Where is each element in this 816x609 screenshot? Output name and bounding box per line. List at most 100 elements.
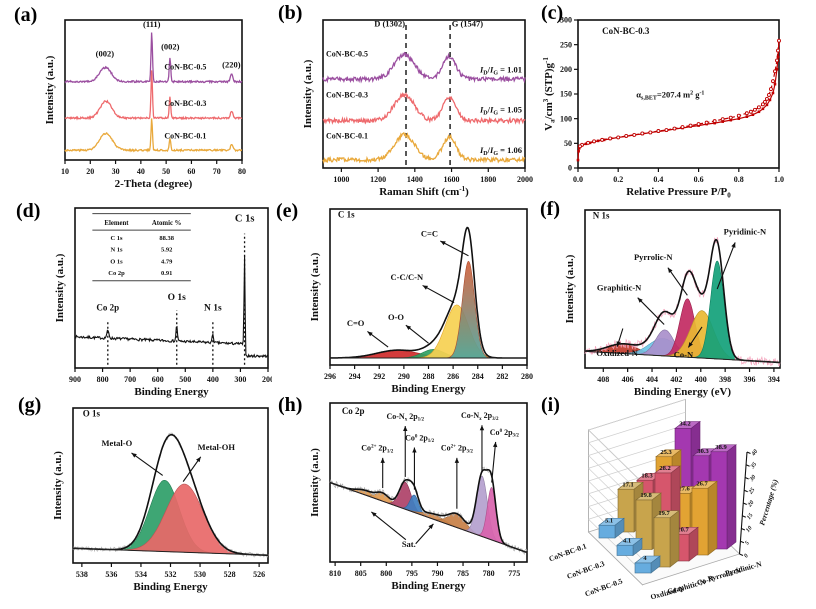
svg-text:60: 60 — [187, 167, 195, 176]
svg-text:300: 300 — [234, 375, 246, 384]
svg-text:CoN-BC-0.1: CoN-BC-0.1 — [326, 131, 368, 140]
svg-text:CoN-BC-0.1: CoN-BC-0.1 — [164, 131, 206, 140]
svg-text:795: 795 — [406, 569, 418, 578]
svg-text:ID/IG = 1.06: ID/IG = 1.06 — [479, 145, 522, 157]
svg-text:Co0 2p3/2: Co0 2p3/2 — [490, 428, 520, 439]
svg-text:50: 50 — [162, 167, 170, 176]
svg-text:284: 284 — [472, 372, 484, 381]
svg-text:28.2: 28.2 — [659, 465, 670, 472]
bet-isotherm-chart: 0.0 0.2 0.4 0.6 0.8 1.0 0 50 100 150 200 250 300 Rela… — [542, 16, 784, 198]
svg-text:4.79: 4.79 — [161, 258, 173, 265]
svg-text:C 1s: C 1s — [338, 210, 355, 220]
svg-text:Co-N: Co-N — [696, 574, 715, 587]
panel-label-d: (d) — [16, 200, 41, 222]
svg-text:Intensity (a.u.): Intensity (a.u.) — [302, 59, 314, 128]
svg-text:398: 398 — [719, 375, 731, 384]
svg-text:CoN-BC-0.3: CoN-BC-0.3 — [164, 99, 206, 108]
svg-text:Va/cm3 (STP)g-1: Va/cm3 (STP)g-1 — [542, 57, 557, 131]
svg-text:Relative Pressure P/P0: Relative Pressure P/P0 — [626, 186, 731, 198]
svg-text:10.7: 10.7 — [677, 526, 689, 533]
panel-i: 34.2 30.3 38.9 25.3 17.6 26.7 18.3 28.2 10.7 17.1… — [540, 398, 816, 609]
svg-text:17.6: 17.6 — [678, 486, 690, 493]
svg-text:1800: 1800 — [480, 175, 496, 184]
svg-text:1000: 1000 — [333, 175, 349, 184]
svg-text:Intensity (a.u.): Intensity (a.u.) — [54, 253, 66, 322]
svg-text:1600: 1600 — [444, 175, 460, 184]
svg-text:Raman Shift (cm-1): Raman Shift (cm-1) — [379, 185, 469, 198]
svg-text:Atomic %: Atomic % — [152, 220, 182, 227]
svg-text:0: 0 — [743, 553, 750, 559]
svg-text:26.7: 26.7 — [696, 480, 708, 487]
svg-text:800: 800 — [380, 569, 392, 578]
svg-text:10: 10 — [61, 167, 69, 176]
svg-text:286: 286 — [447, 372, 459, 381]
svg-text:10: 10 — [745, 525, 753, 533]
panel-b: 1000 1200 1400 1600 1800 2000 Raman Shift (cm-… — [272, 0, 540, 198]
svg-text:50: 50 — [564, 139, 572, 148]
svg-text:Oxidized-N: Oxidized-N — [596, 348, 638, 358]
svg-text:Co-Nx 2p1/2: Co-Nx 2p1/2 — [386, 412, 424, 423]
svg-text:20: 20 — [746, 500, 755, 509]
svg-text:Element: Element — [104, 220, 129, 227]
svg-text:785: 785 — [457, 569, 469, 578]
panel-c: 0.0 0.2 0.4 0.6 0.8 1.0 0 50 100 150 200 250 300 Rela… — [540, 0, 816, 198]
svg-text:538: 538 — [76, 570, 88, 579]
svg-text:D (1302): D (1302) — [374, 19, 405, 29]
svg-text:1200: 1200 — [370, 175, 386, 184]
panel-h: 810 805 800 795 790 785 780 775 Binding Energy In… — [272, 398, 540, 609]
svg-text:800: 800 — [97, 375, 109, 384]
svg-text:Intensity (a.u.): Intensity (a.u.) — [309, 448, 321, 517]
svg-text:394: 394 — [768, 375, 780, 384]
svg-text:528: 528 — [224, 570, 236, 579]
svg-text:25: 25 — [747, 487, 756, 496]
svg-text:810: 810 — [329, 569, 341, 578]
svg-text:404: 404 — [646, 375, 658, 384]
svg-text:294: 294 — [349, 372, 361, 381]
svg-text:Co 2p: Co 2p — [342, 406, 365, 416]
svg-text:CoN-BC-0.3: CoN-BC-0.3 — [566, 559, 606, 581]
svg-text:19.8: 19.8 — [640, 492, 652, 499]
svg-text:17.1: 17.1 — [622, 481, 633, 488]
xps-o1s-chart: 538 536 534 532 530 528 526 Binding Energy Inten… — [52, 407, 269, 593]
svg-text:290: 290 — [398, 372, 410, 381]
xps-n1s-chart: 408 406 404 402 400 398 396 394 Binding Energy (… — [564, 209, 781, 398]
svg-text:4: 4 — [643, 555, 647, 562]
svg-text:CoN-BC-0.3: CoN-BC-0.3 — [602, 26, 650, 36]
panel-e: 296 294 292 290 288 286 284 282 280 Binding Energ… — [272, 198, 540, 398]
svg-text:406: 406 — [622, 375, 634, 384]
svg-text:200: 200 — [262, 375, 272, 384]
xps-co2p-chart: 810 805 800 795 790 785 780 775 Binding Energy In… — [309, 402, 528, 592]
svg-text:296: 296 — [324, 372, 336, 381]
xps-c1s-chart: 296 294 292 290 288 286 284 282 280 Binding Energ… — [309, 208, 533, 395]
svg-text:CoN-BC-0.5: CoN-BC-0.5 — [164, 63, 206, 72]
svg-text:2000: 2000 — [517, 175, 533, 184]
svg-text:CoN-BC-0.3: CoN-BC-0.3 — [326, 91, 368, 100]
svg-text:200: 200 — [560, 65, 572, 74]
panel-label-a: (a) — [14, 4, 38, 26]
svg-text:Co2+ 2p3/2: Co2+ 2p3/2 — [441, 444, 473, 455]
svg-text:1.0: 1.0 — [774, 175, 784, 184]
svg-text:35: 35 — [749, 462, 758, 471]
panel-f: 408 406 404 402 400 398 396 394 Binding Energy (… — [540, 198, 816, 398]
panel-label-b: (b) — [278, 2, 303, 24]
svg-text:34.2: 34.2 — [679, 421, 690, 428]
svg-text:400: 400 — [695, 375, 707, 384]
svg-text:250: 250 — [560, 40, 572, 49]
panel-label-h: (h) — [278, 394, 303, 416]
svg-text:40: 40 — [750, 449, 759, 458]
svg-text:Binding Energy: Binding Energy — [391, 383, 466, 395]
panel-d: 900 800 700 600 500 400 300 200 Binding Energy In… — [0, 198, 272, 398]
panel-label-e: (e) — [276, 200, 299, 222]
svg-text:Sat.: Sat. — [402, 539, 416, 549]
svg-text:400: 400 — [207, 375, 219, 384]
svg-text:O 1s: O 1s — [168, 293, 187, 303]
svg-text:Percentage (%): Percentage (%) — [757, 478, 780, 527]
svg-text:5.92: 5.92 — [161, 247, 172, 254]
svg-text:0: 0 — [568, 164, 572, 173]
svg-text:Graphitic-N: Graphitic-N — [597, 283, 642, 293]
svg-text:526: 526 — [253, 570, 265, 579]
svg-text:4.1: 4.1 — [623, 537, 631, 544]
svg-text:ID/IG = 1.05: ID/IG = 1.05 — [479, 105, 522, 117]
svg-text:G (1547): G (1547) — [452, 19, 484, 29]
